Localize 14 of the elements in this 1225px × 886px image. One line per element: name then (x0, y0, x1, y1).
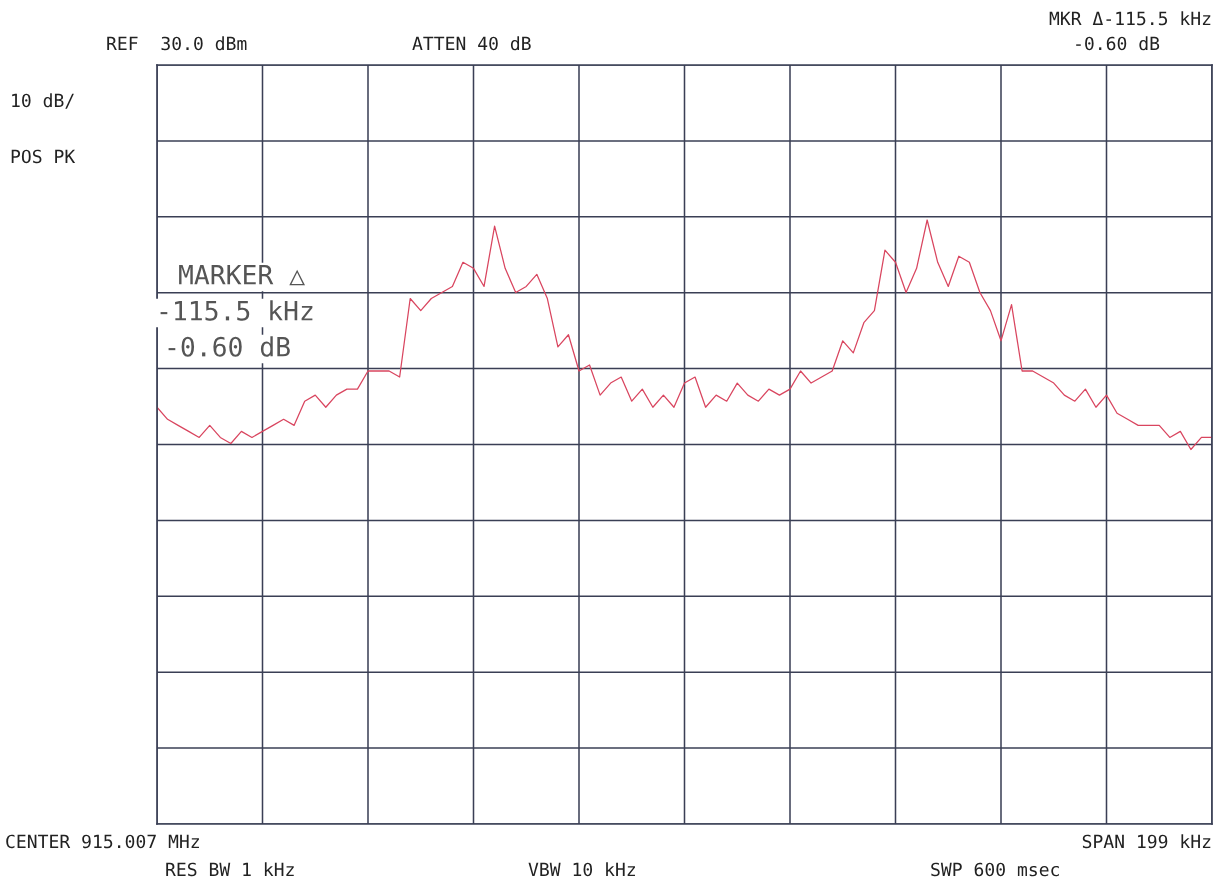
text: VBW 10 kHz (528, 862, 635, 877)
annotation: MARKER △ (179, 265, 306, 286)
text: CENTER 915.007 MHz (6, 834, 199, 849)
annotation: -0.60 dB (168, 336, 290, 357)
text: REF 30.0 dBm (107, 36, 247, 51)
text: ATTEN 40 dB (412, 36, 531, 51)
text: -0.60 dB (1076, 36, 1160, 51)
text: SWP 600 msec (931, 862, 1059, 877)
text: MKR Δ-115.5 kHz (1049, 11, 1211, 26)
text: SPAN 199 kHz (1082, 834, 1211, 849)
text: POS PK (11, 149, 76, 164)
text: 10 dB/ (12, 93, 74, 109)
annotation: -115.5 kHz (160, 300, 313, 321)
text: RES BW 1 kHz (166, 862, 294, 877)
